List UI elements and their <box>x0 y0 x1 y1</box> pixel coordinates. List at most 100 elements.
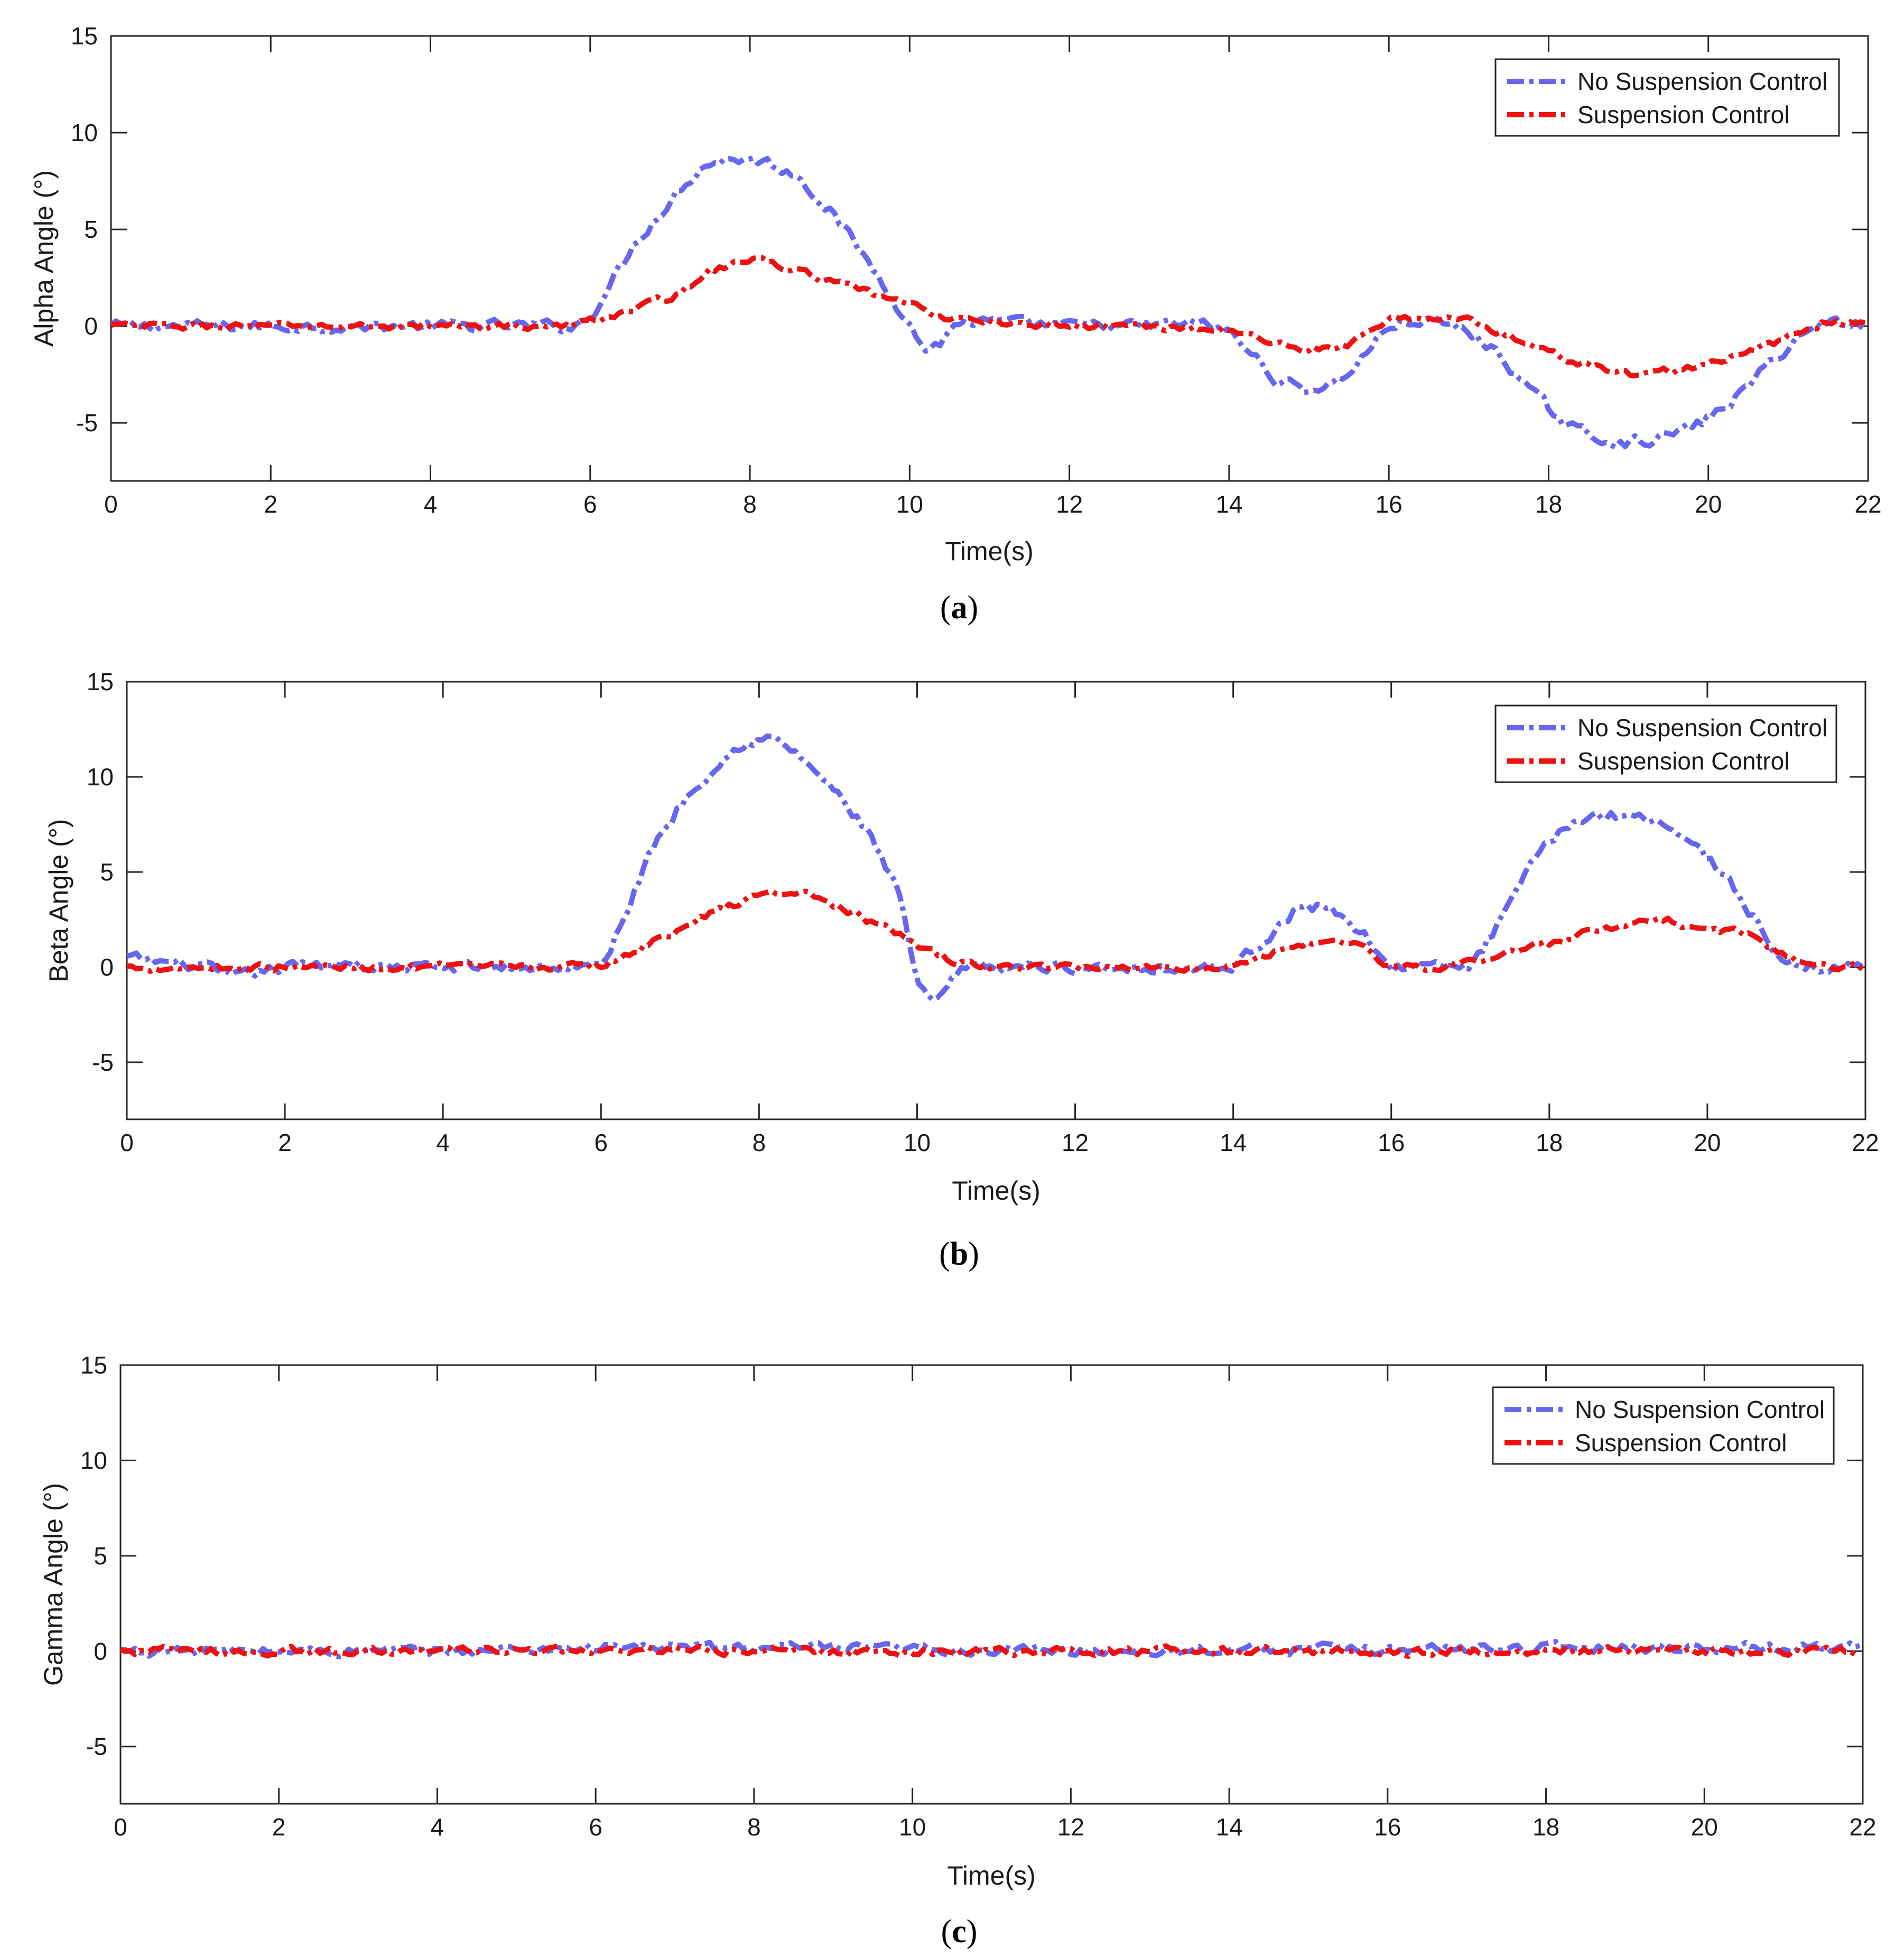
x-tick-labels: 0 2 4 6 8 10 12 14 16 18 20 22 <box>114 1813 1876 1841</box>
legend-label-suspension-control: Suspension Control <box>1577 101 1789 128</box>
panel-caption: (b) <box>939 1236 979 1272</box>
x-tick-label: 8 <box>743 490 757 518</box>
x-tick-label: 14 <box>1215 490 1242 518</box>
x-axis-label: Time(s) <box>945 536 1034 566</box>
caption-letter: b <box>950 1236 968 1272</box>
x-tick-label: 20 <box>1691 1813 1718 1841</box>
panel-b: -5 0 5 10 15 0 2 4 6 8 10 12 14 16 18 20… <box>44 668 1879 1272</box>
caption-close: ) <box>968 590 979 626</box>
x-tick-label: 6 <box>583 490 597 518</box>
x-tick-label: 10 <box>899 1813 926 1841</box>
legend-label-suspension-control: Suspension Control <box>1575 1429 1787 1457</box>
y-tick-label: -5 <box>76 409 98 437</box>
y-tick-labels: -5 0 5 10 15 <box>87 668 114 1076</box>
y-tick-label: 10 <box>87 763 114 791</box>
series-line-suspension-control <box>110 255 1865 378</box>
x-tick-label: 12 <box>1057 1813 1084 1841</box>
x-tick-labels: 0 2 4 6 8 10 12 14 16 18 20 22 <box>104 490 1881 518</box>
series-line-suspension-control <box>126 888 1864 974</box>
series-group <box>126 733 1864 1003</box>
x-tick-label: 4 <box>431 1813 444 1841</box>
caption-letter: a <box>951 590 968 626</box>
series-line-suspension-control <box>119 1643 1860 1659</box>
y-axis-label: Gamma Angle (°) <box>39 1483 68 1686</box>
panel-caption: (c) <box>941 1914 978 1950</box>
x-tick-label: 20 <box>1694 1129 1721 1156</box>
x-tick-label: 4 <box>436 1129 450 1156</box>
y-tick-label: 15 <box>87 668 114 695</box>
y-tick-label: 0 <box>84 312 98 340</box>
y-tick-label: 5 <box>94 1542 107 1570</box>
legend-box <box>1494 704 1837 783</box>
x-tick-label: 12 <box>1062 1129 1089 1156</box>
x-tick-label: 18 <box>1533 1813 1559 1841</box>
caption-close: ) <box>967 1914 978 1950</box>
x-tick-label: 10 <box>896 490 923 518</box>
y-tick-label: 0 <box>94 1637 107 1665</box>
legend-box <box>1494 58 1840 137</box>
series-group <box>119 1639 1860 1659</box>
series-line-no-suspension-control <box>120 1639 1860 1659</box>
x-tick-label: 2 <box>272 1813 286 1841</box>
x-tick-label: 6 <box>594 1129 608 1156</box>
x-tick-label: 16 <box>1376 490 1403 518</box>
y-tick-labels: -5 0 5 10 15 <box>80 1351 107 1760</box>
x-tick-label: 10 <box>904 1129 931 1156</box>
x-tick-label: 12 <box>1056 490 1083 518</box>
panel-a: -5 0 5 10 15 0 2 4 6 8 10 12 14 16 18 20… <box>29 22 1882 626</box>
panel-c: -5 0 5 10 15 0 2 4 6 8 10 12 14 16 18 20… <box>39 1351 1877 1950</box>
caption-close: ) <box>968 1236 979 1272</box>
caption-open: ( <box>941 1914 952 1950</box>
caption-letter: c <box>952 1914 967 1950</box>
x-tick-label: 8 <box>747 1813 761 1841</box>
legend-label-no-suspension-control: No Suspension Control <box>1575 1396 1825 1423</box>
y-axis-label: Beta Angle (°) <box>44 819 73 982</box>
y-tick-label: -5 <box>86 1733 107 1760</box>
legend-label-no-suspension-control: No Suspension Control <box>1577 714 1827 741</box>
x-tick-label: 6 <box>589 1813 602 1841</box>
x-tick-label: 0 <box>104 490 118 518</box>
y-tick-label: -5 <box>92 1049 114 1076</box>
series-group <box>109 155 1866 450</box>
x-tick-label: 2 <box>264 490 277 518</box>
ticks <box>119 1364 1864 1804</box>
y-tick-label: 10 <box>80 1446 107 1474</box>
x-tick-label: 8 <box>753 1129 766 1156</box>
caption-open: ( <box>939 1236 950 1272</box>
x-tick-label: 0 <box>120 1129 134 1156</box>
x-tick-label: 16 <box>1378 1129 1405 1156</box>
x-tick-label: 16 <box>1374 1813 1401 1841</box>
x-tick-labels: 0 2 4 6 8 10 12 14 16 18 20 22 <box>120 1129 1879 1156</box>
y-axis-label: Alpha Angle (°) <box>29 170 59 347</box>
x-tick-label: 18 <box>1535 490 1562 518</box>
x-axis-label: Time(s) <box>952 1176 1041 1205</box>
series-line-no-suspension-control <box>126 733 1864 1003</box>
x-tick-label: 2 <box>278 1129 292 1156</box>
x-tick-label: 20 <box>1695 490 1722 518</box>
x-axis-label: Time(s) <box>947 1861 1036 1890</box>
panel-caption: (a) <box>940 590 978 626</box>
x-tick-label: 18 <box>1536 1129 1563 1156</box>
x-tick-label: 22 <box>1854 490 1881 518</box>
y-tick-label: 15 <box>80 1351 107 1379</box>
y-tick-label: 5 <box>100 858 114 886</box>
x-tick-label: 22 <box>1852 1129 1879 1156</box>
legend: No Suspension Control Suspension Control <box>1492 1386 1835 1465</box>
x-tick-label: 14 <box>1216 1813 1243 1841</box>
x-tick-label: 14 <box>1220 1129 1247 1156</box>
legend-label-suspension-control: Suspension Control <box>1577 747 1789 775</box>
x-tick-label: 22 <box>1849 1813 1876 1841</box>
caption-open: ( <box>940 590 951 626</box>
y-tick-label: 0 <box>100 953 114 981</box>
legend: No Suspension Control Suspension Control <box>1494 704 1837 783</box>
y-tick-label: 10 <box>71 119 98 146</box>
x-tick-label: 4 <box>424 490 438 518</box>
legend-box <box>1492 1386 1835 1465</box>
legend-label-no-suspension-control: No Suspension Control <box>1577 68 1827 95</box>
y-tick-label: 15 <box>71 22 98 50</box>
y-tick-labels: -5 0 5 10 15 <box>71 22 98 437</box>
legend: No Suspension Control Suspension Control <box>1494 58 1840 137</box>
ticks <box>110 35 1869 481</box>
y-tick-label: 5 <box>84 216 98 243</box>
